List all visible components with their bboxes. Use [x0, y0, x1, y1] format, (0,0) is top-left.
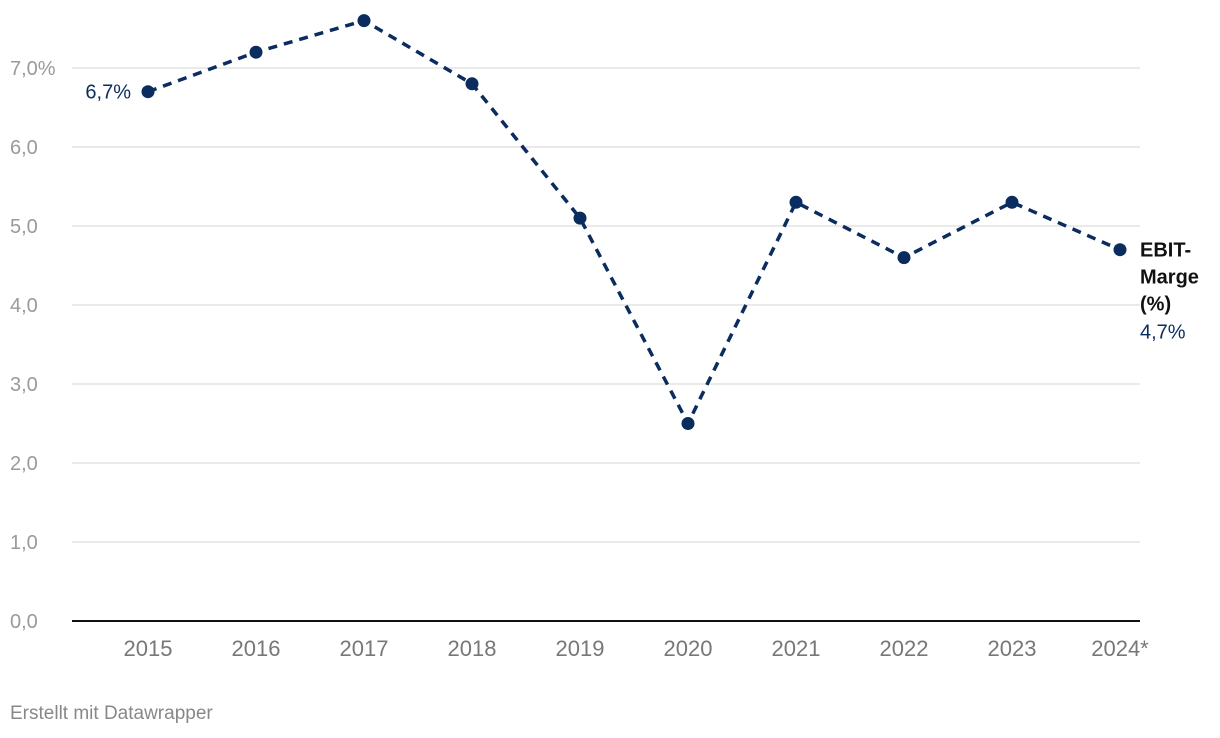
data-point: [897, 251, 911, 265]
y-tick-label: 4,0: [10, 295, 38, 317]
data-point: [1113, 243, 1127, 257]
x-axis-tick-labels: 2015 2016 2017 2018 2019 2020 2021 2022 2023 2024…: [124, 636, 1150, 661]
grid-lines: [72, 67, 1140, 543]
y-tick-label: 1,0: [10, 532, 38, 554]
x-tick-label: 2022: [880, 636, 929, 661]
x-tick-label: 2021: [772, 636, 821, 661]
end-series-name-line: EBIT-: [1140, 240, 1191, 262]
data-point: [141, 85, 155, 99]
data-point: [789, 195, 803, 209]
data-point: [465, 77, 479, 91]
series-line-ebit-marge: [147, 18, 1121, 426]
credit-text: Erstellt mit Datawrapper: [10, 703, 213, 724]
start-value-label: 6,7%: [85, 82, 131, 104]
end-value-label: 4,7%: [1140, 322, 1186, 344]
x-tick-label: 2024*: [1091, 636, 1149, 661]
y-tick-label: 3,0: [10, 374, 38, 396]
y-tick-label: 6,0: [10, 137, 38, 159]
x-tick-label: 2017: [340, 636, 389, 661]
x-tick-label: 2016: [232, 636, 281, 661]
data-point: [1005, 195, 1019, 209]
x-tick-label: 2018: [448, 636, 497, 661]
y-axis-tick-labels: 0,0 1,0 2,0 3,0 4,0 5,0 6,0 7,0%: [10, 58, 56, 633]
y-tick-label: 0,0: [10, 611, 38, 633]
data-point: [573, 211, 587, 225]
y-tick-label: 7,0%: [10, 58, 56, 80]
x-tick-label: 2020: [664, 636, 713, 661]
end-series-name-line: Marge: [1140, 267, 1199, 289]
data-points: [141, 14, 1127, 430]
end-series-label: EBIT- Marge (%) 4,7%: [1140, 240, 1199, 344]
data-point: [249, 45, 263, 59]
data-point: [681, 417, 695, 430]
data-point: [357, 14, 371, 28]
x-tick-label: 2023: [988, 636, 1037, 661]
y-tick-label: 5,0: [10, 216, 38, 238]
y-tick-label: 2,0: [10, 453, 38, 475]
x-tick-label: 2019: [556, 636, 605, 661]
x-tick-label: 2015: [124, 636, 173, 661]
end-series-name-line: (%): [1140, 294, 1171, 316]
